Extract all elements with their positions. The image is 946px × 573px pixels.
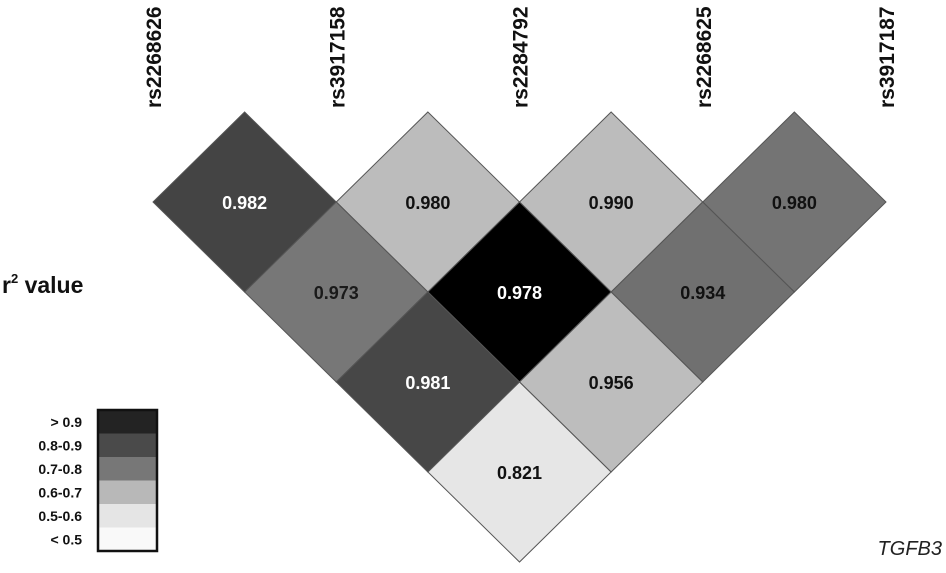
snp-label: rs2268625 bbox=[693, 6, 716, 108]
snp-label: rs3917158 bbox=[326, 6, 349, 108]
ld-cell-value: 0.981 bbox=[405, 373, 450, 393]
legend-swatch bbox=[98, 410, 157, 434]
legend-swatch bbox=[98, 457, 157, 481]
legend-label: < 0.5 bbox=[50, 532, 82, 548]
ld-cell-value: 0.990 bbox=[589, 193, 634, 213]
legend-swatch bbox=[98, 433, 157, 457]
legend-label: 0.6-0.7 bbox=[38, 485, 82, 501]
ld-cell-value: 0.973 bbox=[314, 283, 359, 303]
snp-label: rs2268626 bbox=[143, 6, 166, 108]
ld-cell-value: 0.934 bbox=[680, 283, 725, 303]
legend-swatch bbox=[98, 480, 157, 504]
ld-cell-value: 0.956 bbox=[589, 373, 634, 393]
gene-label: TGFB3 bbox=[878, 538, 942, 560]
legend-label: 0.7-0.8 bbox=[38, 461, 82, 477]
legend: > 0.9 0.8-0.9 0.7-0.8 0.6-0.7 0.5-0.6 < 0.5 bbox=[38, 408, 159, 553]
ld-cell-value: 0.980 bbox=[405, 193, 450, 213]
chart-title: r2 value bbox=[2, 271, 83, 298]
ld-cell bbox=[427, 381, 612, 563]
snp-labels: rs2268626 rs3917158 rs2284792 rs2268625 rs39… bbox=[143, 6, 899, 108]
legend-label: 0.8-0.9 bbox=[38, 438, 82, 454]
legend-border bbox=[96, 408, 159, 553]
snp-label: rs2284792 bbox=[510, 6, 533, 108]
legend-swatch bbox=[98, 527, 157, 551]
ld-cell-value: 0.978 bbox=[497, 283, 542, 303]
ld-cell-value: 0.821 bbox=[497, 463, 542, 483]
legend-swatch bbox=[98, 504, 157, 528]
legend-label: > 0.9 bbox=[50, 414, 82, 430]
ld-cell-value: 0.980 bbox=[772, 193, 817, 213]
ld-cells: 0.982 0.980 0.990 0.980 0.973 0.978 0.934 0.981… bbox=[152, 111, 887, 563]
ld-cell-value: 0.982 bbox=[222, 193, 267, 213]
legend-label: 0.5-0.6 bbox=[38, 508, 82, 524]
snp-label: rs3917187 bbox=[876, 6, 899, 108]
